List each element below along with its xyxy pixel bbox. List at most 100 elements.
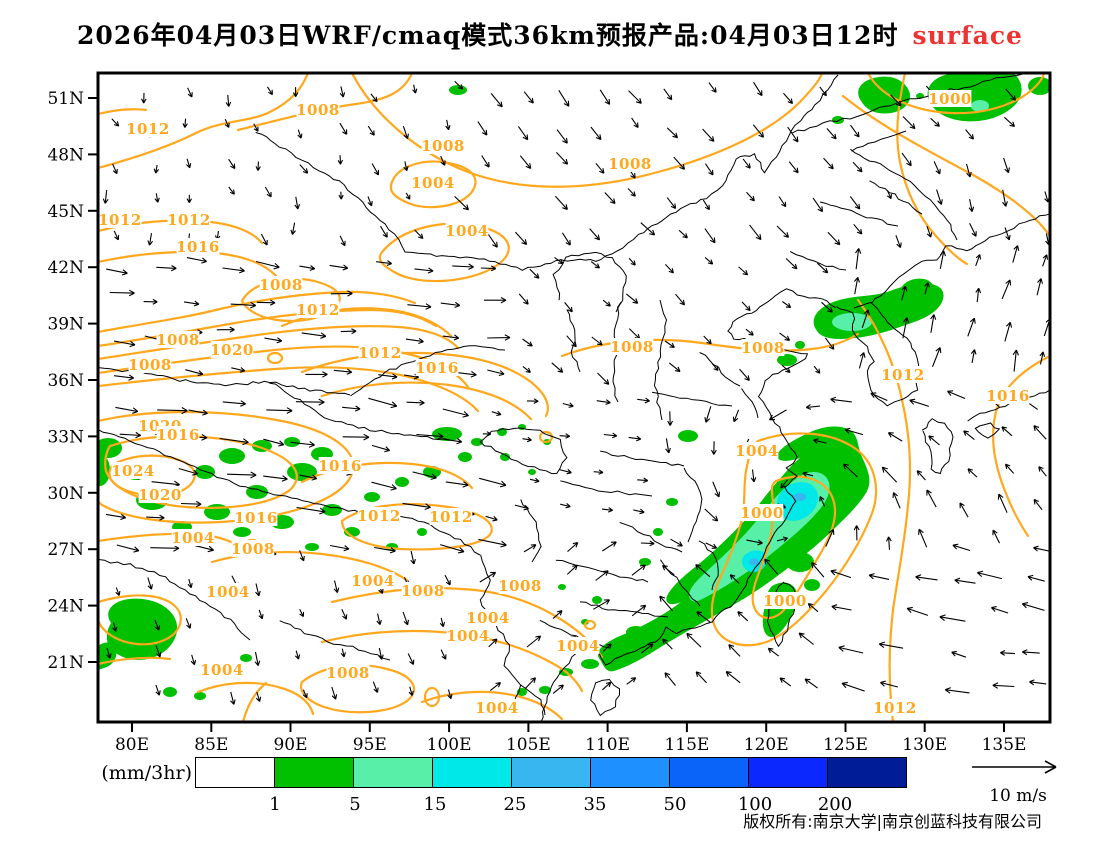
lon-tick-label: 105E bbox=[506, 735, 551, 755]
legend-value-label: 35 bbox=[583, 794, 607, 815]
lon-tick-label: 130E bbox=[902, 735, 947, 755]
lon-tick-label: 85E bbox=[194, 735, 228, 755]
isobar-label-bg bbox=[156, 331, 200, 348]
wind-scale-label: 10 m/s bbox=[989, 786, 1047, 806]
isobar-label-bg bbox=[111, 462, 155, 479]
legend-color-box bbox=[353, 757, 433, 788]
isobar-label-bg bbox=[138, 486, 182, 503]
legend-value-label: 100 bbox=[737, 794, 773, 815]
lat-tick-label: 27N bbox=[47, 540, 84, 560]
isobar-label-bg bbox=[326, 664, 370, 681]
legend-color-box bbox=[748, 757, 828, 788]
lon-tick-label: 120E bbox=[744, 735, 789, 755]
legend-value-label: 1 bbox=[269, 794, 281, 815]
lon-tick-label: 95E bbox=[353, 735, 387, 755]
isobar-label: 1008 bbox=[498, 577, 542, 595]
isobar-label-bg bbox=[740, 504, 784, 521]
isobar-label-bg bbox=[446, 627, 490, 644]
isobar-label-bg bbox=[171, 529, 215, 546]
legend-value-label: 25 bbox=[503, 794, 527, 815]
isobar-label: 1012 bbox=[167, 211, 211, 229]
lon-tick-label: 90E bbox=[273, 735, 307, 755]
isobar-label: 1012 bbox=[873, 699, 917, 717]
precip-legend-colorbar bbox=[195, 757, 907, 788]
isobar-label: 1012 bbox=[881, 366, 925, 384]
isobar-label: 1000 bbox=[763, 592, 807, 610]
reference-arrow-icon bbox=[972, 760, 1057, 774]
lat-tick-label: 48N bbox=[47, 145, 84, 165]
lon-tick-label: 115E bbox=[664, 735, 709, 755]
legend-color-box bbox=[432, 757, 512, 788]
lat-tick-label: 39N bbox=[47, 315, 84, 335]
isobar-label-bg bbox=[259, 276, 303, 293]
isobar-label: 1016 bbox=[318, 457, 362, 475]
geography-layer bbox=[99, 74, 1049, 721]
isobar-label: 1004 bbox=[466, 609, 510, 627]
isobar-label-bg bbox=[498, 577, 542, 594]
isobar-label-bg bbox=[401, 582, 445, 599]
isobar-label: 1012 bbox=[126, 120, 170, 138]
legend-value-label: 5 bbox=[349, 794, 361, 815]
isobar-label: 1016 bbox=[156, 426, 200, 444]
isobar-label: 1004 bbox=[171, 529, 215, 547]
lat-tick-label: 51N bbox=[47, 89, 84, 109]
isobar-label-bg bbox=[556, 637, 600, 654]
legend-color-box bbox=[669, 757, 749, 788]
isobar-label: 1020 bbox=[210, 341, 254, 359]
isobar-label: 1012 bbox=[98, 211, 142, 229]
isobar-label: 1012 bbox=[357, 507, 401, 525]
isobar-label: 1008 bbox=[259, 276, 303, 294]
isobar-label: 1004 bbox=[475, 699, 519, 717]
isobar-label: 1020 bbox=[138, 486, 182, 504]
isobar-label-bg bbox=[231, 540, 275, 557]
isobar-label-bg bbox=[445, 222, 489, 239]
isobar-label: 1008 bbox=[156, 331, 200, 349]
lon-tick-label: 100E bbox=[427, 735, 472, 755]
lat-tick-label: 45N bbox=[47, 202, 84, 222]
lat-tick-label: 30N bbox=[47, 484, 84, 504]
isobar-label: 1016 bbox=[176, 238, 220, 256]
isobar-label-bg bbox=[128, 356, 172, 373]
isobar-label-bg bbox=[358, 344, 402, 361]
isobar-label: 1004 bbox=[556, 637, 600, 655]
page-title: 2026年04月03日WRF/cmaq模式36km预报产品:04月03日12时 s… bbox=[0, 16, 1100, 52]
isobar-label-bg bbox=[763, 592, 807, 609]
isobar-label-bg bbox=[296, 101, 340, 118]
isobar-label-bg bbox=[881, 366, 925, 383]
isobar-label: 1004 bbox=[735, 442, 779, 460]
lon-tick-label: 135E bbox=[982, 735, 1027, 755]
isobar-label-bg bbox=[741, 339, 785, 356]
isobar-label: 1000 bbox=[928, 90, 972, 108]
isobar-layer bbox=[99, 74, 1049, 721]
isobar-label-bg bbox=[873, 699, 917, 716]
lat-tick-label: 36N bbox=[47, 371, 84, 391]
isobar-label: 1008 bbox=[421, 137, 465, 155]
copyright-text: 版权所有:南京大学|南京创蓝科技有限公司 bbox=[743, 812, 1042, 831]
isobar-label-bg bbox=[415, 359, 459, 376]
isobar-label-bg bbox=[610, 338, 654, 355]
lon-tick-label: 110E bbox=[585, 735, 630, 755]
isobar-label: 1004 bbox=[446, 627, 490, 645]
lon-tick-label: 80E bbox=[115, 735, 149, 755]
isobar-label-bg bbox=[210, 341, 254, 358]
legend-value-label: 50 bbox=[663, 794, 687, 815]
frame-layer: 51N 48N 45N 42N 39N 36N 33N 30N 27N 24N 21N 80E 85E 9… bbox=[47, 71, 1052, 755]
isobar-label-bg bbox=[357, 507, 401, 524]
legend-color-box bbox=[511, 757, 591, 788]
isobar-label: 1008 bbox=[401, 582, 445, 600]
isobar-label-bg bbox=[986, 387, 1030, 404]
isobar-label-bg bbox=[608, 155, 652, 172]
isobar-label-bg bbox=[475, 699, 519, 716]
isobar-label: 1016 bbox=[234, 509, 278, 527]
isobar-label: 1004 bbox=[206, 583, 250, 601]
wind-scale-arrow bbox=[972, 760, 1057, 774]
isobar-label-layer: 1012 1008 1008 1004 1008 1004 1000 1012 1012 1016… bbox=[98, 90, 1030, 717]
isobar-label: 1012 bbox=[429, 508, 473, 526]
lat-tick-label: 24N bbox=[47, 597, 84, 617]
lon-tick-label: 125E bbox=[823, 735, 868, 755]
isobar-label: 1004 bbox=[411, 174, 455, 192]
legend-color-box bbox=[195, 757, 275, 788]
isobar-label-bg bbox=[318, 457, 362, 474]
isobar-label-bg bbox=[99, 211, 142, 228]
isobar-label-bg bbox=[234, 509, 278, 526]
